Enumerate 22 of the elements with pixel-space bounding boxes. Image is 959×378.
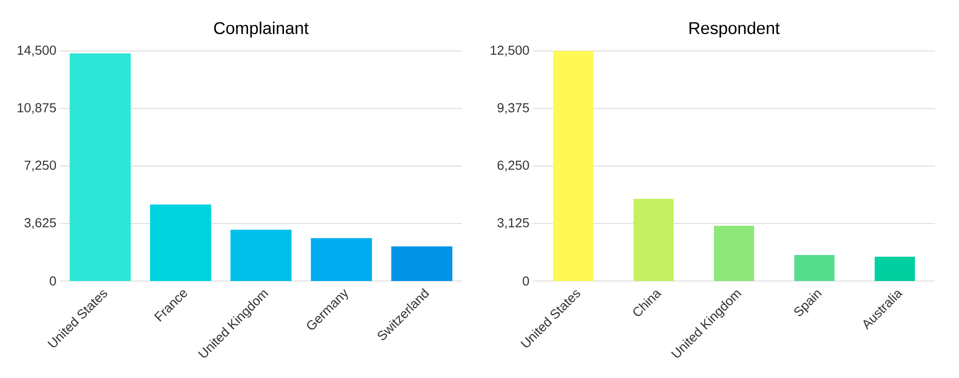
bar [553,50,594,281]
bar [70,53,131,281]
y-tick-label: 6,250 [498,160,529,172]
bar [714,226,754,281]
y-tick-label: 0 [522,276,529,286]
y-tick-label: 0 [50,276,56,286]
bar [874,256,915,281]
bar [150,204,212,281]
y-tick-label: 3,625 [24,218,56,229]
bar [230,230,292,281]
bar [634,198,674,281]
chart-title: Respondent [690,22,780,38]
y-tick-label: 12,500 [490,46,529,56]
bar [391,246,452,281]
y-tick-label: 10,875 [18,103,56,114]
y-tick-label: 14,500 [18,46,56,56]
y-tick-label: 7,250 [24,160,56,172]
bar [794,255,835,281]
y-tick-label: 9,375 [498,103,529,114]
chart-title: Complainant [214,22,309,38]
y-tick-label: 3,125 [497,218,529,229]
bar [310,238,372,281]
